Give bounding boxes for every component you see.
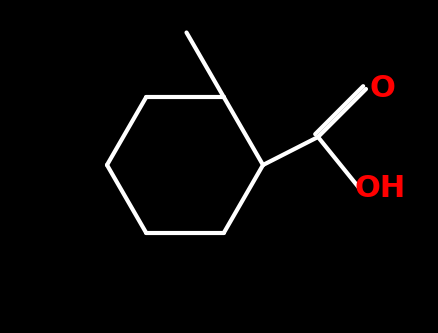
Text: OH: OH <box>353 174 405 203</box>
Text: O: O <box>368 75 394 104</box>
